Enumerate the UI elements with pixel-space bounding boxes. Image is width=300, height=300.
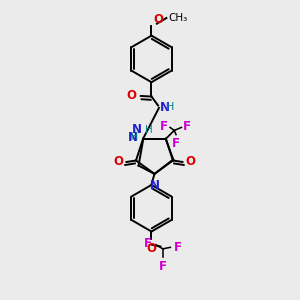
Text: F: F xyxy=(159,260,167,274)
Text: O: O xyxy=(146,242,157,255)
Text: N: N xyxy=(150,179,160,192)
Text: F: F xyxy=(174,241,182,254)
Text: F: F xyxy=(144,237,152,250)
Text: N: N xyxy=(128,131,138,144)
Text: F: F xyxy=(172,137,180,150)
Text: H: H xyxy=(166,102,174,112)
Text: N: N xyxy=(160,101,170,114)
Text: F: F xyxy=(183,120,191,133)
Text: N: N xyxy=(132,123,142,136)
Text: O: O xyxy=(127,89,136,102)
Text: O: O xyxy=(113,155,123,168)
Text: O: O xyxy=(154,13,164,26)
Text: H: H xyxy=(145,125,152,136)
Text: H: H xyxy=(124,132,138,142)
Text: CH₃: CH₃ xyxy=(168,13,187,23)
Text: O: O xyxy=(186,155,196,168)
Text: F: F xyxy=(160,120,168,133)
